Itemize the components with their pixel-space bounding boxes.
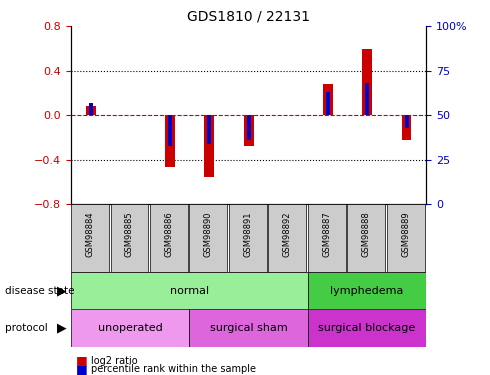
Text: log2 ratio: log2 ratio <box>91 356 137 366</box>
Bar <box>165 116 174 166</box>
Text: GSM98887: GSM98887 <box>322 211 331 257</box>
Bar <box>362 48 372 116</box>
Bar <box>86 106 96 116</box>
Text: lymphedema: lymphedema <box>330 286 404 296</box>
Text: surgical sham: surgical sham <box>210 323 288 333</box>
Text: GSM98889: GSM98889 <box>401 211 410 257</box>
Text: ▶: ▶ <box>56 322 66 334</box>
Bar <box>402 116 412 140</box>
Text: GSM98886: GSM98886 <box>165 211 173 257</box>
Text: GSM98891: GSM98891 <box>244 211 252 256</box>
Bar <box>168 116 172 146</box>
Bar <box>308 309 426 347</box>
Text: GSM98892: GSM98892 <box>283 211 292 256</box>
Bar <box>365 83 369 116</box>
Text: ▶: ▶ <box>56 284 66 297</box>
Bar <box>405 116 409 128</box>
Bar <box>207 116 211 144</box>
Text: surgical blockage: surgical blockage <box>318 323 416 333</box>
Text: GSM98884: GSM98884 <box>85 211 95 257</box>
Bar <box>89 103 93 116</box>
Bar <box>246 116 251 140</box>
Text: GSM98890: GSM98890 <box>204 211 213 256</box>
Text: normal: normal <box>170 286 209 296</box>
Bar <box>190 309 308 347</box>
Text: ■: ■ <box>76 363 88 375</box>
Bar <box>308 272 426 309</box>
Bar <box>323 84 333 116</box>
Bar <box>71 272 308 309</box>
Text: GSM98888: GSM98888 <box>362 211 371 257</box>
Text: percentile rank within the sample: percentile rank within the sample <box>91 364 256 374</box>
Text: disease state: disease state <box>5 286 74 296</box>
Bar <box>71 309 190 347</box>
Text: ■: ■ <box>76 354 88 367</box>
Bar <box>326 92 330 116</box>
Text: unoperated: unoperated <box>98 323 163 333</box>
Bar <box>244 116 254 147</box>
Text: protocol: protocol <box>5 323 48 333</box>
Text: GSM98885: GSM98885 <box>125 211 134 257</box>
Title: GDS1810 / 22131: GDS1810 / 22131 <box>187 10 310 24</box>
Bar <box>204 116 214 177</box>
